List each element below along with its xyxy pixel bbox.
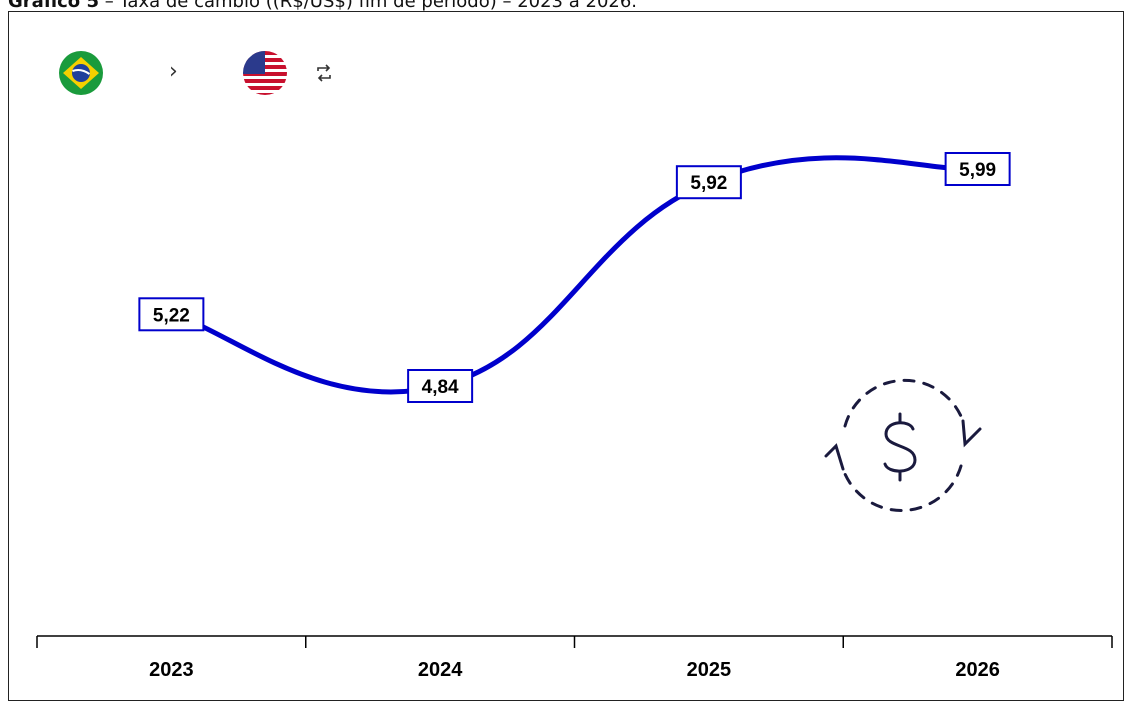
x-tick-label: 2023 — [149, 659, 194, 681]
x-axis — [36, 635, 1113, 648]
data-label-group: 5,22 4,84 5,92 5,99 — [138, 152, 1011, 403]
x-tick-label: 2024 — [418, 659, 463, 681]
swap-arrows-icon[interactable] — [316, 64, 332, 82]
usa-flag-icon[interactable] — [242, 50, 288, 96]
line-chart: 5,22 4,84 5,92 5,99 2023 2024 2025 2026 — [36, 152, 1113, 681]
data-label: 4,84 — [407, 369, 474, 403]
x-tick-label: 2025 — [687, 659, 732, 681]
series-line — [168, 155, 981, 395]
data-label-box — [138, 297, 205, 332]
data-label-text: 5,92 — [690, 173, 727, 194]
x-tick-group: 2023 2024 2025 2026 — [149, 659, 1000, 681]
data-label: 5,99 — [944, 152, 1011, 186]
data-label-text: 5,99 — [959, 160, 996, 181]
dollar-exchange-cycle-icon — [824, 378, 982, 512]
data-label-box — [407, 369, 474, 403]
data-label-box — [944, 152, 1011, 186]
data-label: 5,22 — [138, 297, 205, 332]
x-tick-label: 2026 — [955, 659, 1000, 681]
data-label-text: 4,84 — [422, 377, 459, 398]
currency-selector: › — [58, 50, 348, 100]
data-label-text: 5,22 — [153, 305, 190, 326]
currency-separator: › — [169, 59, 178, 84]
chart-caption: Gráfico 5 – Taxa de câmbio ((R$/US$) fim… — [8, 0, 637, 12]
data-label-box — [675, 165, 742, 200]
caption-prefix: Gráfico 5 — [8, 0, 99, 12]
brazil-flag-icon[interactable] — [58, 50, 104, 96]
series-line-group — [168, 155, 981, 395]
data-label: 5,92 — [675, 165, 742, 200]
caption-text: – Taxa de câmbio ((R$/US$) fim de períod… — [98, 0, 638, 12]
